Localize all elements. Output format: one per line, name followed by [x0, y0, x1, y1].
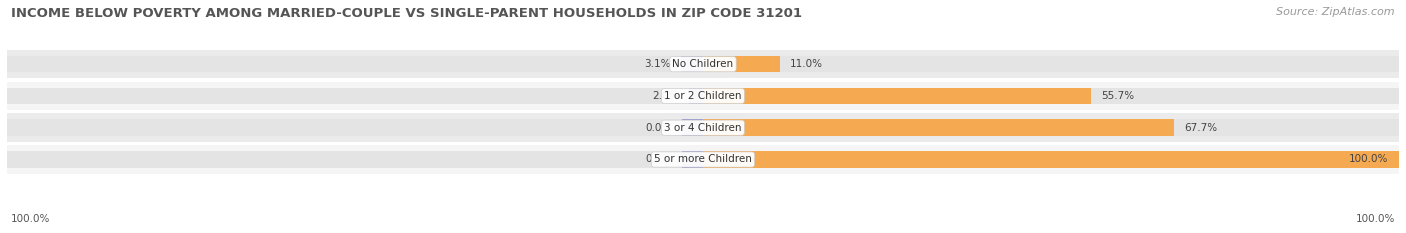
- Text: 67.7%: 67.7%: [1185, 123, 1218, 133]
- Bar: [682, 56, 703, 72]
- Bar: [7, 120, 703, 136]
- Legend: Married Couples, Single Parents: Married Couples, Single Parents: [593, 230, 813, 233]
- Bar: [703, 88, 1399, 104]
- Bar: [703, 120, 1174, 136]
- Text: INCOME BELOW POVERTY AMONG MARRIED-COUPLE VS SINGLE-PARENT HOUSEHOLDS IN ZIP COD: INCOME BELOW POVERTY AMONG MARRIED-COUPL…: [11, 7, 803, 20]
- Bar: [682, 151, 703, 168]
- Bar: [7, 145, 1399, 174]
- Bar: [7, 82, 1399, 110]
- Bar: [7, 88, 703, 104]
- Bar: [7, 50, 1399, 79]
- Bar: [682, 120, 703, 136]
- Text: 3.1%: 3.1%: [644, 59, 671, 69]
- Text: 1 or 2 Children: 1 or 2 Children: [664, 91, 742, 101]
- Bar: [703, 88, 1091, 104]
- Text: 0.0%: 0.0%: [645, 154, 672, 164]
- Text: 5 or more Children: 5 or more Children: [654, 154, 752, 164]
- Text: 100.0%: 100.0%: [1355, 214, 1395, 224]
- Text: Source: ZipAtlas.com: Source: ZipAtlas.com: [1277, 7, 1395, 17]
- Bar: [703, 151, 1399, 168]
- Bar: [703, 151, 1399, 168]
- Bar: [7, 56, 703, 72]
- Bar: [703, 56, 1399, 72]
- Text: 0.0%: 0.0%: [645, 123, 672, 133]
- Text: 11.0%: 11.0%: [790, 59, 823, 69]
- Text: 55.7%: 55.7%: [1101, 91, 1135, 101]
- Text: No Children: No Children: [672, 59, 734, 69]
- Bar: [7, 113, 1399, 142]
- Bar: [703, 56, 779, 72]
- Bar: [7, 151, 703, 168]
- Text: 3 or 4 Children: 3 or 4 Children: [664, 123, 742, 133]
- Text: 100.0%: 100.0%: [1350, 154, 1389, 164]
- Text: 100.0%: 100.0%: [11, 214, 51, 224]
- Bar: [703, 120, 1399, 136]
- Bar: [689, 88, 703, 104]
- Text: 2.0%: 2.0%: [652, 91, 679, 101]
